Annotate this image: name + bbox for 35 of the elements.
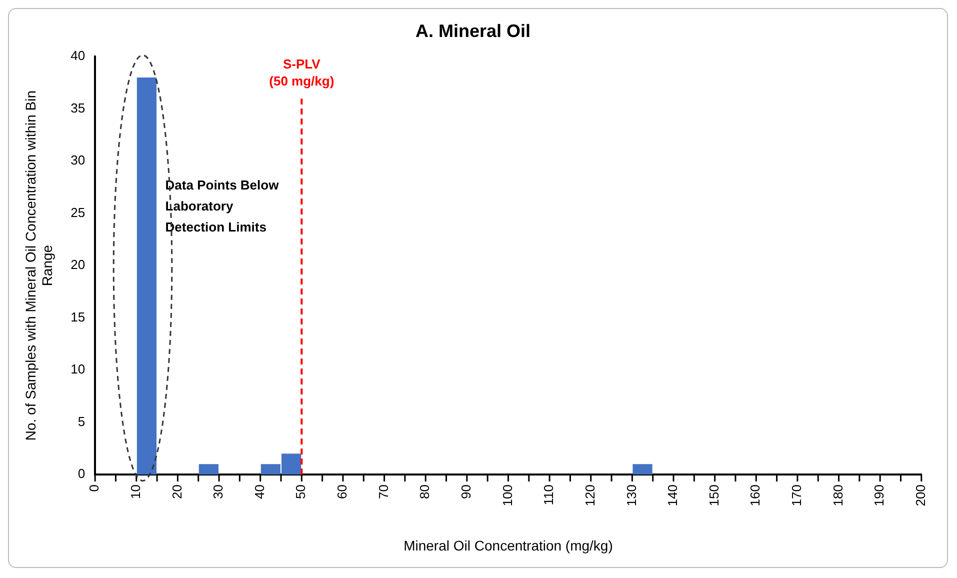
y-tick-label: 30: [70, 152, 86, 168]
x-tick-label: 190: [872, 484, 887, 506]
x-tick-label: 60: [334, 484, 350, 499]
x-tick-label: 150: [706, 484, 722, 506]
ref-line-label: S-PLV (50 mg/kg): [269, 56, 334, 89]
y-tick-label: 20: [70, 257, 86, 272]
x-tick-label: 30: [210, 484, 226, 499]
chart-title: A. Mineral Oil: [415, 20, 531, 41]
x-tick-label: 180: [830, 484, 846, 506]
x-tick-label: 40: [252, 484, 267, 499]
x-tick-label: 110: [541, 484, 556, 506]
x-tick-label: 130: [624, 484, 639, 506]
x-tick-label: 70: [376, 484, 391, 499]
y-tick-label: 25: [70, 204, 86, 220]
y-tick-label: 10: [70, 362, 86, 377]
x-axis-title: Mineral Oil Concentration (mg/kg): [404, 537, 613, 554]
x-tick-label: 90: [458, 484, 474, 499]
y-tick-label: 5: [78, 414, 86, 429]
x-tick-label: 50: [293, 484, 308, 499]
x-tick-label: 0: [86, 484, 102, 492]
y-tick-label: 0: [78, 466, 86, 482]
x-tick-label: 80: [417, 484, 432, 499]
x-tick-label: 140: [665, 484, 680, 506]
y-tick-label: 15: [70, 309, 86, 324]
x-tick-label: 120: [582, 484, 598, 506]
x-tick-label: 20: [169, 484, 184, 499]
y-tick-label: 35: [70, 100, 86, 116]
x-tick-label: 200: [912, 484, 928, 506]
x-tick-label: 100: [500, 484, 515, 506]
y-tick-label: 40: [70, 48, 86, 64]
annotation: Data Points Below Laboratory Detection Limits: [165, 178, 280, 235]
x-tick-label: 10: [128, 484, 143, 499]
x-tick-label: 160: [748, 484, 763, 506]
y-axis-title: No. of Samples with Mineral Oil Concentration within Bin Range: [22, 90, 56, 441]
x-tick-label: 170: [789, 484, 804, 506]
